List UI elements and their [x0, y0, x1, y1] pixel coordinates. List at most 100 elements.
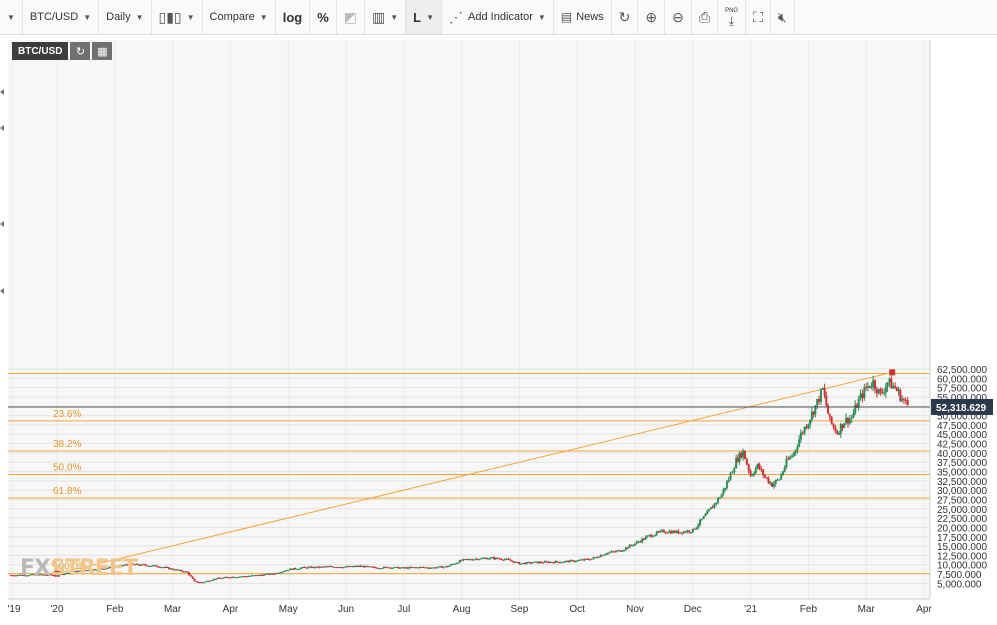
candle-body	[872, 380, 875, 387]
candle-body	[290, 568, 293, 570]
candle-body	[532, 561, 535, 563]
fullscreen-button[interactable]: ⛶	[746, 0, 771, 34]
compare-selector[interactable]: Compare ▼	[203, 0, 276, 34]
candle-body	[50, 574, 53, 576]
candle-body	[111, 567, 114, 569]
candle-body	[540, 561, 543, 563]
candle-body	[27, 575, 30, 577]
candle-body	[810, 411, 813, 420]
candle-body	[753, 473, 756, 475]
candle-body	[90, 570, 93, 572]
zoom-in-button[interactable]: ⊕	[638, 0, 666, 34]
add-indicator-button[interactable]: ⋰ Add Indicator ▼	[442, 0, 554, 34]
candle-body	[574, 561, 577, 563]
interval-selector[interactable]: Daily ▼	[99, 0, 152, 34]
candle-body	[283, 570, 286, 572]
download-png-button[interactable]: PNG ⤓	[718, 0, 747, 34]
candle-body	[661, 530, 664, 532]
candle-body	[337, 567, 340, 569]
candle-body	[225, 577, 228, 579]
candle-body	[171, 568, 174, 570]
candle-body	[673, 530, 676, 533]
mute-button[interactable]: 🔇︎	[771, 0, 795, 34]
candle-body	[332, 566, 335, 568]
candle-body	[422, 567, 425, 569]
zoom-out-button[interactable]: ⊖	[665, 0, 692, 34]
candle-body	[558, 561, 561, 563]
line-tool-selector[interactable]: L ▼	[406, 0, 443, 34]
candle-body	[637, 541, 640, 543]
candle-body	[848, 418, 851, 424]
y-tick-label: 25,000.000	[937, 505, 987, 516]
reload-button[interactable]: ↻	[70, 42, 91, 60]
candle-body	[270, 573, 273, 575]
candle-body	[767, 478, 770, 483]
candle-body	[269, 573, 272, 575]
reload-icon: ↻	[75, 45, 86, 58]
candle-body	[321, 566, 324, 568]
candle-body	[173, 569, 176, 571]
candle-body	[614, 551, 617, 553]
candle-body	[899, 389, 902, 401]
candle-body	[343, 566, 346, 568]
candle-body	[447, 565, 450, 567]
candle-body	[261, 574, 264, 576]
candle-body	[838, 433, 841, 435]
candle-body	[202, 582, 205, 584]
candle-body	[883, 392, 886, 394]
scroll-marker-icon	[0, 125, 4, 131]
candle-body	[354, 565, 357, 567]
compare-label: Compare	[209, 11, 255, 23]
candle-body	[229, 577, 232, 579]
candle-body	[628, 544, 631, 549]
candle-body	[197, 582, 200, 584]
candle-body	[781, 471, 784, 475]
news-button[interactable]: ▤ News	[554, 0, 612, 34]
candle-body	[46, 574, 49, 576]
chart-toolbar: ▼ BTC/USD ▼ Daily ▼ ▯▮▯ ▼ Compare ▼ log % ◩ …	[0, 0, 997, 35]
candle-body	[552, 562, 555, 564]
candle-body	[352, 566, 355, 568]
x-tick-label: Jul	[397, 604, 410, 615]
candle-body	[413, 567, 416, 569]
candle-body	[489, 557, 492, 559]
y-tick-label: 45,000.000	[937, 430, 987, 441]
price-chart[interactable]: 100.0% 61.8% 50.0% 38.2% 23.6% 5,000.0007,50…	[0, 34, 997, 625]
fib-anchor-start	[54, 570, 60, 577]
candle-body	[388, 567, 391, 569]
candle-body	[303, 566, 306, 568]
candle-body	[437, 566, 440, 568]
candle-body	[317, 566, 320, 568]
candle-body	[733, 468, 736, 473]
log-scale-button[interactable]: log	[276, 0, 311, 34]
candle-body	[117, 565, 120, 567]
candle-body	[529, 562, 532, 564]
candle-body	[478, 559, 481, 561]
percent-scale-button[interactable]: %	[310, 0, 337, 34]
print-button[interactable]: ⎙	[692, 0, 719, 34]
candle-body	[772, 483, 775, 487]
refresh-button[interactable]: ↻	[612, 0, 639, 34]
candle-body	[52, 575, 55, 577]
drawing-tool-button[interactable]: ◩	[337, 0, 366, 34]
candle-body	[166, 567, 169, 569]
volume-button[interactable]: ▥ ▼	[365, 0, 407, 34]
y-tick-label: 30,000.000	[937, 486, 987, 497]
y-tick-label: 42,500.000	[937, 440, 987, 451]
candle-body	[484, 558, 487, 560]
candle-body	[531, 562, 534, 564]
fib-level-label: 61.8%	[53, 486, 81, 497]
fibonacci-retracement[interactable]: 100.0% 61.8% 50.0% 38.2% 23.6%	[8, 369, 930, 577]
chart-type-selector[interactable]: ▯▮▯ ▼	[152, 0, 203, 34]
symbol-selector[interactable]: BTC/USD ▼	[23, 0, 100, 34]
interval-label: Daily	[106, 11, 131, 23]
candle-body	[570, 560, 573, 562]
candle-body	[56, 575, 58, 577]
hamburger-menu-button[interactable]: ▼	[0, 0, 23, 34]
candle-body	[693, 528, 696, 530]
candle-body	[904, 399, 907, 401]
chart-symbol-badge: BTC/USD ↻ ▦	[12, 42, 113, 60]
candle-body	[525, 562, 528, 565]
zoom-out-icon: ⊖	[672, 8, 684, 25]
settings-button[interactable]: ▦	[92, 42, 113, 60]
